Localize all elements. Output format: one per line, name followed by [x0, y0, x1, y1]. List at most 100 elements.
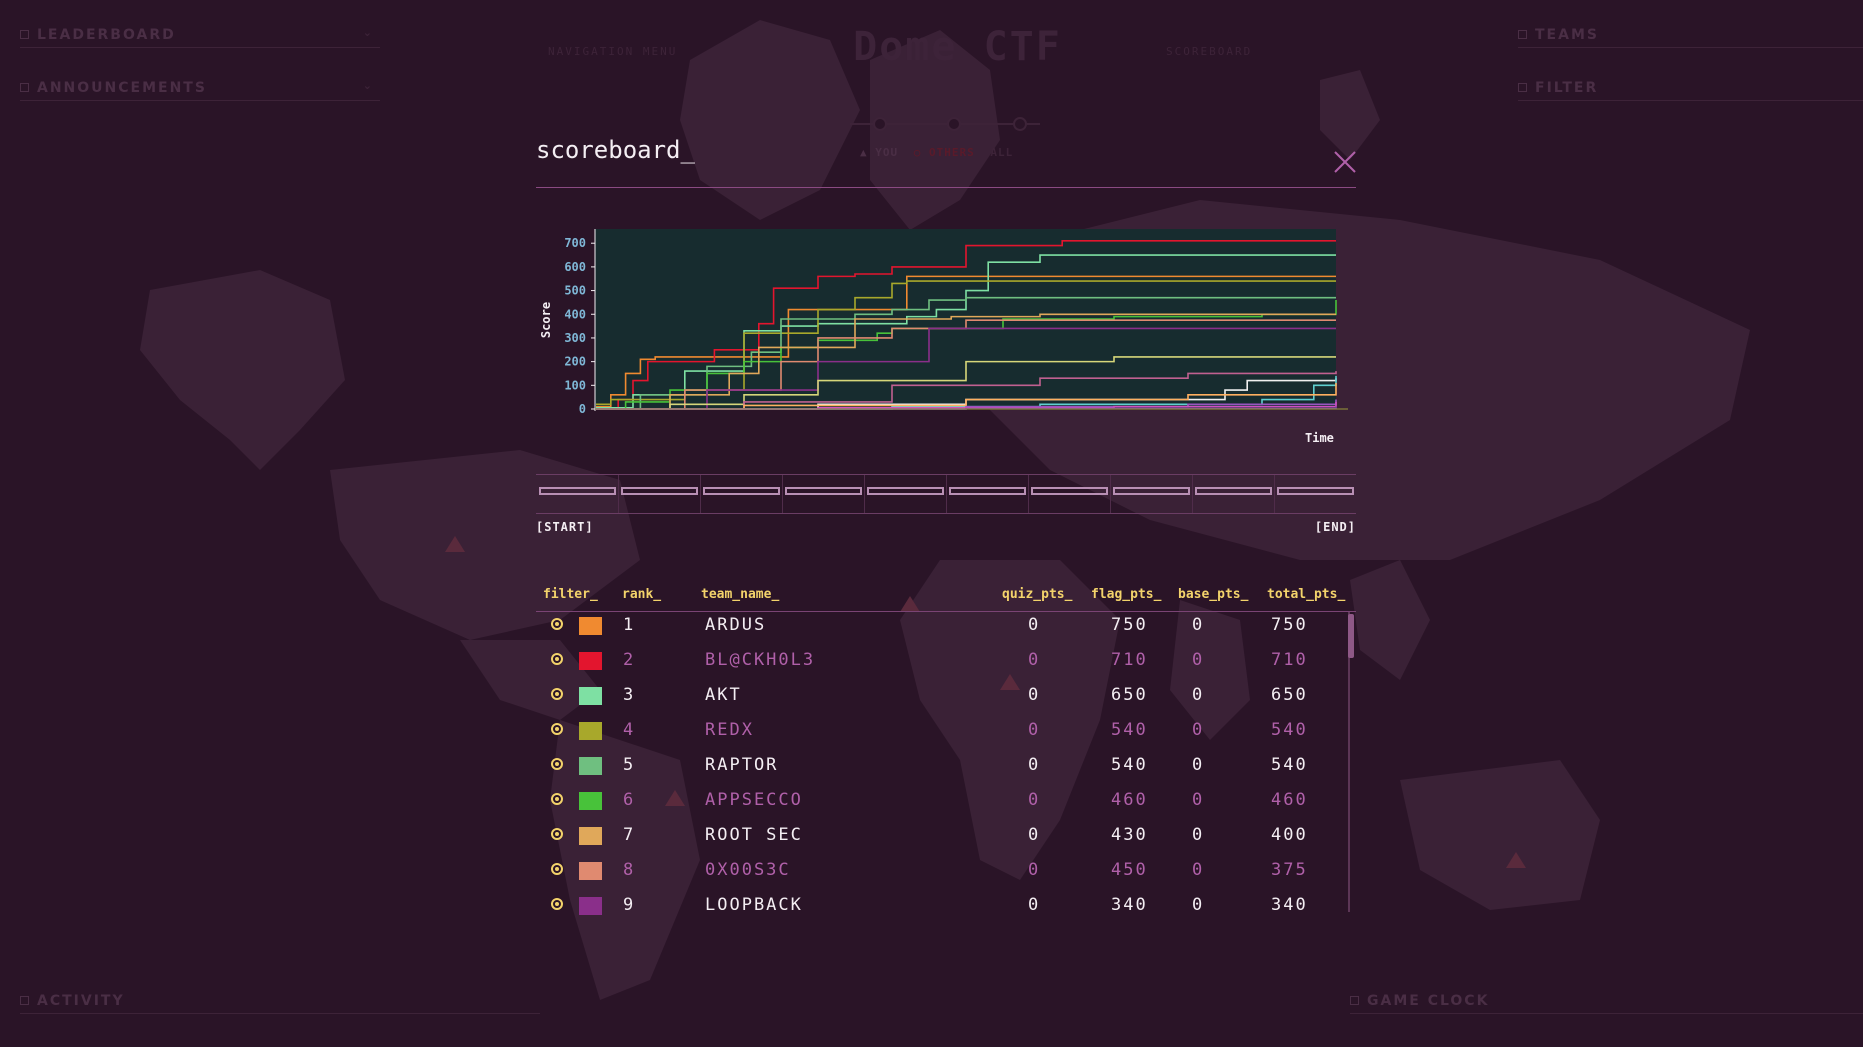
teams-panel-header[interactable]: TEAMS — [1518, 22, 1863, 48]
leaderboard-panel-header[interactable]: LEADERBOARD ⌄ — [20, 22, 380, 48]
leaderboard-label: LEADERBOARD — [37, 26, 176, 43]
base-pts-cell: 0 — [1192, 825, 1205, 845]
team-name-cell[interactable]: REDX — [705, 720, 754, 740]
team-name-cell[interactable]: 0X00S3C — [705, 860, 791, 880]
chevron-down-icon: ⌄ — [362, 79, 374, 92]
filter-radio[interactable] — [551, 828, 563, 840]
filter-radio[interactable] — [551, 723, 563, 735]
range-end-label[interactable]: [END] — [1314, 520, 1356, 534]
flag-pts-cell: 710 — [1111, 650, 1148, 670]
table-scrollbar-thumb[interactable] — [1348, 614, 1354, 658]
app-title: Dome CTF — [853, 24, 1062, 70]
team-name-cell[interactable]: ARDUS — [705, 615, 767, 635]
table-row[interactable]: 1 ARDUS 0 750 0 750 — [536, 608, 1344, 643]
table-header-divider — [536, 611, 1356, 612]
modal-divider — [536, 187, 1356, 188]
team-name-cell[interactable]: BL@CKH0L3 — [705, 650, 816, 670]
quiz-pts-cell: 0 — [1028, 650, 1041, 670]
table-row[interactable]: 6 APPSECCO 0 460 0 460 — [536, 783, 1344, 818]
timeline-node — [1013, 117, 1027, 131]
filter-radio[interactable] — [551, 688, 563, 700]
nav-menu-label[interactable]: NAVIGATION MENU — [548, 45, 678, 58]
timeline-node — [947, 117, 961, 131]
announcements-panel-header[interactable]: ANNOUNCEMENTS ⌄ — [20, 75, 380, 101]
announcements-label: ANNOUNCEMENTS — [37, 79, 207, 96]
series-line — [596, 313, 1336, 410]
range-segment[interactable] — [949, 487, 1026, 495]
col-header-base-pts[interactable]: base_pts_ — [1178, 587, 1249, 602]
col-header-quiz-pts[interactable]: quiz_pts_ — [1002, 587, 1073, 602]
range-segment[interactable] — [1195, 487, 1272, 495]
filter-radio[interactable] — [551, 793, 563, 805]
range-divider — [1028, 475, 1029, 513]
map-legend: ▲ YOU ○ OTHERS ALL — [860, 146, 1013, 159]
col-header-rank[interactable]: rank_ — [622, 587, 662, 602]
y-tick-label: 700 — [564, 236, 586, 250]
timeline-slider — [850, 117, 1040, 131]
range-divider — [700, 475, 701, 513]
filter-radio[interactable] — [551, 863, 563, 875]
team-name-cell[interactable]: APPSECCO — [705, 790, 803, 810]
range-segment[interactable] — [785, 487, 862, 495]
team-name-cell[interactable]: ROOT SEC — [705, 825, 803, 845]
range-segment[interactable] — [1031, 487, 1108, 495]
range-segment[interactable] — [867, 487, 944, 495]
series-line — [596, 254, 1336, 409]
total-pts-cell: 540 — [1271, 755, 1308, 775]
table-row[interactable]: 7 ROOT SEC 0 430 0 400 — [536, 818, 1344, 853]
table-scrollbar-track[interactable] — [1348, 612, 1350, 912]
base-pts-cell: 0 — [1192, 720, 1205, 740]
filter-panel-header[interactable]: FILTER — [1518, 75, 1863, 101]
quiz-pts-cell: 0 — [1028, 790, 1041, 810]
col-header-flag-pts[interactable]: flag_pts_ — [1091, 587, 1162, 602]
table-row[interactable]: 4 REDX 0 540 0 540 — [536, 713, 1344, 748]
panel-square-icon — [20, 996, 29, 1005]
base-pts-cell: 0 — [1192, 790, 1205, 810]
y-tick-label: 400 — [564, 307, 586, 321]
y-tick-label: 200 — [564, 355, 586, 369]
flag-pts-cell: 430 — [1111, 825, 1148, 845]
time-range-selector[interactable] — [536, 474, 1356, 514]
total-pts-cell: 650 — [1271, 685, 1308, 705]
table-row[interactable]: 8 0X00S3C 0 450 0 375 — [536, 853, 1344, 888]
scoreboard-nav-label[interactable]: SCOREBOARD — [1166, 45, 1253, 58]
quiz-pts-cell: 0 — [1028, 755, 1041, 775]
panel-square-icon — [20, 83, 29, 92]
filter-radio[interactable] — [551, 653, 563, 665]
col-header-total-pts[interactable]: total_pts_ — [1267, 587, 1346, 602]
table-row[interactable]: 2 BL@CKH0L3 0 710 0 710 — [536, 643, 1344, 678]
scoreboard-modal: scoreboard_ 0 100 200 300 400 500 600 700 Score… — [536, 120, 1356, 930]
filter-radio[interactable] — [551, 618, 563, 630]
base-pts-cell: 0 — [1192, 860, 1205, 880]
flag-pts-cell: 750 — [1111, 615, 1148, 635]
game-clock-panel-header[interactable]: GAME CLOCK — [1350, 988, 1863, 1014]
activity-panel-header[interactable]: ACTIVITY — [20, 988, 540, 1014]
table-row[interactable]: 3 AKT 0 650 0 650 — [536, 678, 1344, 713]
col-header-team-name[interactable]: team_name_ — [701, 587, 780, 602]
flag-pts-cell: 540 — [1111, 720, 1148, 740]
range-segment[interactable] — [1277, 487, 1354, 495]
team-name-cell[interactable]: AKT — [705, 685, 742, 705]
team-name-cell[interactable]: LOOPBACK — [705, 895, 803, 915]
flag-pts-cell: 340 — [1111, 895, 1148, 915]
team-name-cell[interactable]: RAPTOR — [705, 755, 779, 775]
range-divider — [1110, 475, 1111, 513]
teams-label: TEAMS — [1535, 26, 1599, 43]
close-icon[interactable] — [1333, 150, 1357, 174]
col-header-filter[interactable]: filter_ — [543, 587, 598, 602]
team-color-swatch — [579, 827, 602, 845]
range-segment[interactable] — [539, 487, 616, 495]
base-pts-cell: 0 — [1192, 650, 1205, 670]
filter-radio[interactable] — [551, 758, 563, 770]
range-segment[interactable] — [703, 487, 780, 495]
base-pts-cell: 0 — [1192, 755, 1205, 775]
range-start-label[interactable]: [START] — [536, 520, 594, 534]
table-row[interactable]: 9 LOOPBACK 0 340 0 340 — [536, 888, 1344, 923]
total-pts-cell: 750 — [1271, 615, 1308, 635]
range-segment[interactable] — [1113, 487, 1190, 495]
chevron-down-icon: ⌄ — [362, 26, 374, 39]
flag-pts-cell: 460 — [1111, 790, 1148, 810]
range-segment[interactable] — [621, 487, 698, 495]
table-row[interactable]: 5 RAPTOR 0 540 0 540 — [536, 748, 1344, 783]
filter-radio[interactable] — [551, 898, 563, 910]
